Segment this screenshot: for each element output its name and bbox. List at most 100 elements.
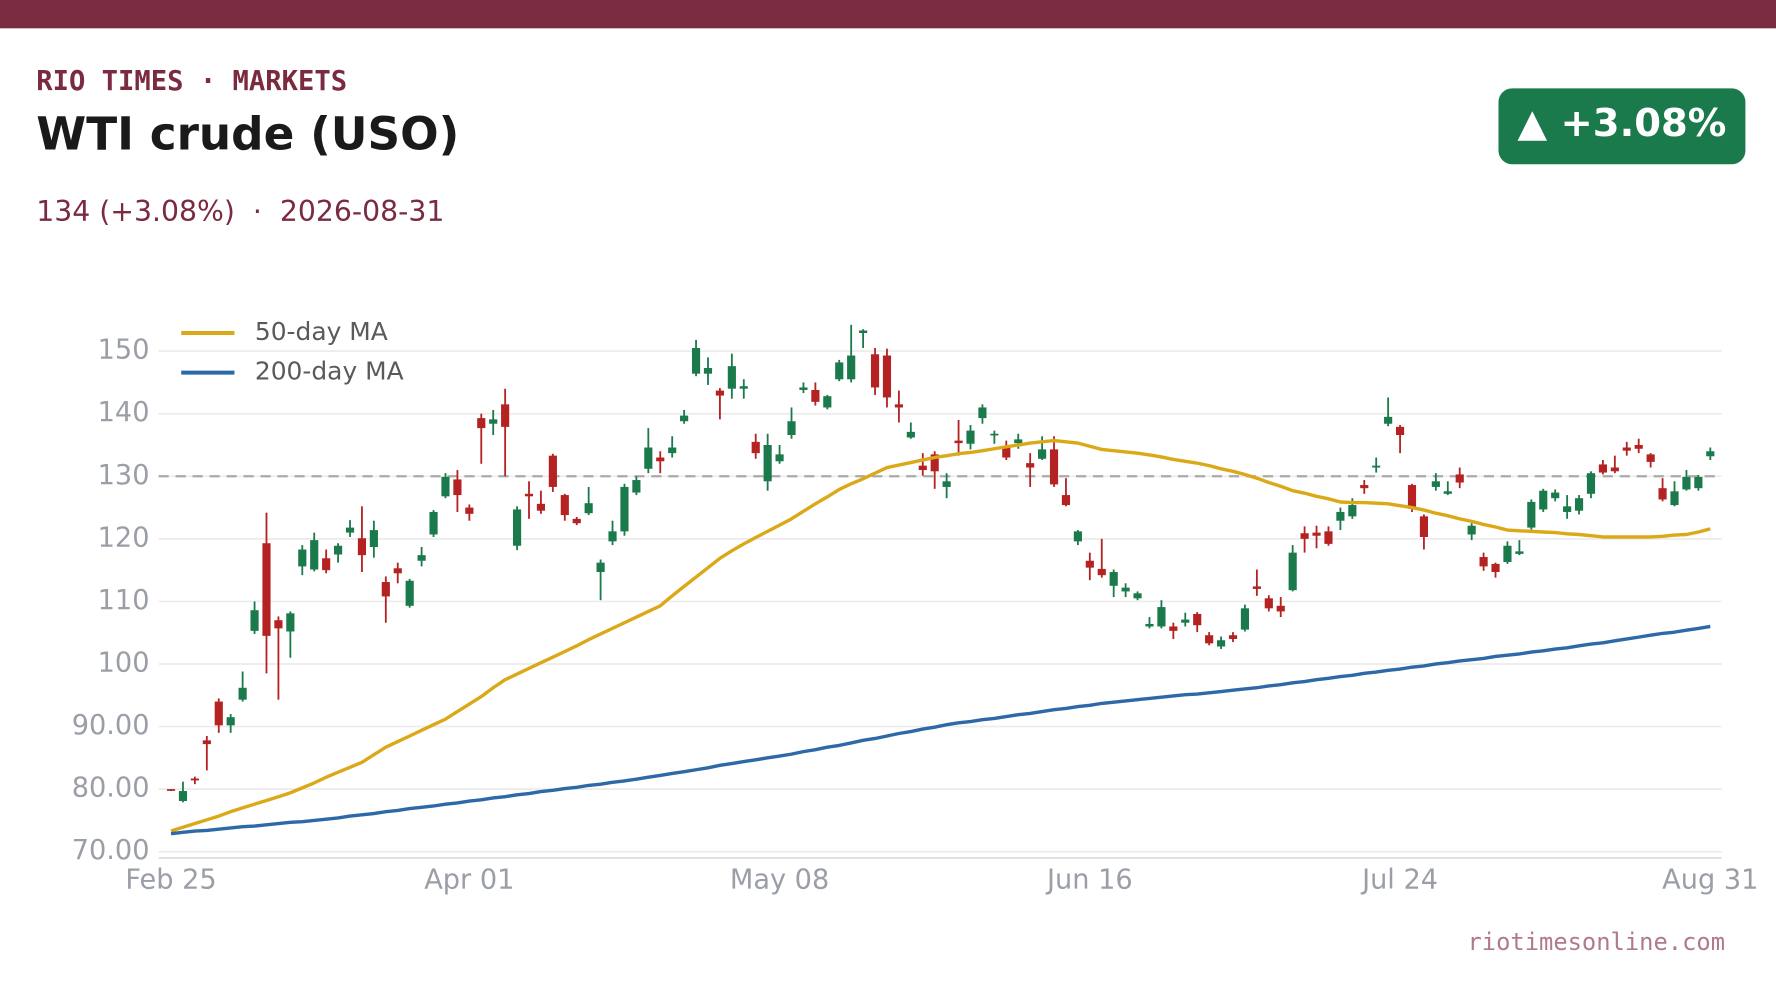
candle-body (1049, 449, 1059, 485)
candle-body (417, 555, 426, 561)
candle-body (1384, 416, 1393, 424)
candle-body (1193, 613, 1202, 626)
candle-body (453, 479, 462, 496)
candle-body (262, 543, 271, 636)
candle-body (357, 538, 367, 556)
candle-body (1443, 491, 1452, 494)
legend-label: 50-day MA (255, 317, 388, 346)
candle-body (1563, 506, 1572, 512)
candle-body (1682, 476, 1691, 490)
candle-body (954, 440, 963, 444)
candle-body (1551, 492, 1560, 499)
candle-body (1288, 552, 1297, 591)
candle-body (1395, 426, 1405, 435)
candle-body (1014, 439, 1023, 444)
candle-body (918, 465, 927, 471)
candle-body (536, 503, 546, 511)
candle-body (465, 507, 474, 514)
candle-body (1622, 447, 1631, 451)
candle-body (1169, 626, 1178, 631)
candle-body (787, 421, 796, 435)
candle-body (1515, 551, 1524, 554)
y-tick-label: 150 (98, 335, 150, 366)
chart-title: WTI crude (USO) (36, 108, 459, 161)
candle-body (1217, 640, 1226, 647)
candle-body (632, 480, 641, 493)
candle-body (906, 431, 915, 438)
candle-body (1276, 605, 1285, 612)
candle-body (870, 354, 880, 388)
y-tick-label: 120 (98, 522, 150, 553)
candle-body (524, 493, 534, 497)
candle-body (1002, 446, 1011, 458)
candle-body (656, 457, 665, 462)
candle-body (1407, 485, 1417, 509)
candle-body (477, 418, 486, 429)
ma-line (170, 624, 1711, 836)
kicker: RIO TIMES · MARKETS (36, 66, 347, 97)
candle-body (1026, 463, 1035, 468)
x-tick-label: Apr 01 (424, 865, 514, 896)
candle-body (1467, 525, 1476, 535)
candle-body (763, 445, 772, 482)
candle-body (166, 789, 176, 791)
candle-body (1157, 607, 1166, 627)
candle-body (286, 613, 295, 632)
x-tick-label: Feb 25 (125, 865, 216, 896)
candle-body (548, 455, 557, 487)
candle-body (1539, 490, 1548, 510)
candle-body (1205, 635, 1214, 644)
candle-body (1038, 449, 1047, 459)
candle-body (644, 447, 653, 469)
candle-body (1598, 464, 1607, 473)
candle-body (1240, 608, 1250, 630)
y-tick-label: 130 (98, 460, 150, 491)
candle-body (775, 454, 784, 462)
candle-body (501, 404, 510, 427)
candle-body (596, 562, 605, 573)
candle-body (1324, 531, 1333, 544)
candle-body (668, 447, 677, 454)
candle-body (310, 540, 319, 570)
candle-body (405, 580, 414, 606)
candle-body (966, 430, 975, 444)
candle-body (1264, 598, 1273, 609)
candle-body (489, 419, 498, 424)
candle-body (894, 404, 903, 408)
candle-body (942, 481, 951, 487)
candle-body (1527, 501, 1536, 528)
candle-body (214, 701, 223, 726)
candle-body (882, 355, 892, 398)
candle-body (1646, 454, 1655, 462)
candle-body (560, 495, 569, 516)
candle-body (978, 407, 987, 419)
candle-body (1085, 560, 1094, 568)
candle-body (608, 531, 617, 542)
candle-body (1109, 572, 1118, 586)
candle-body (1073, 531, 1082, 542)
candle-body (703, 368, 713, 374)
candle-body (1610, 467, 1619, 472)
candle-body (1634, 445, 1643, 449)
candle-body (250, 610, 259, 631)
candle-body (345, 527, 355, 533)
candle-body (930, 454, 939, 472)
candle-body (990, 433, 999, 436)
candle-body (274, 620, 283, 629)
candle-body (1586, 473, 1596, 494)
candle-body (202, 740, 211, 745)
footer: riotimesonline.com (1467, 928, 1725, 956)
candle-body (620, 486, 629, 532)
candle-body (799, 387, 808, 390)
candle-body (1706, 451, 1715, 457)
candle-body (751, 441, 760, 454)
candle-body (1145, 623, 1154, 627)
badge-text: ▲ +3.08% (1518, 101, 1727, 146)
candle-body (1658, 488, 1667, 500)
y-tick-label: 140 (98, 397, 150, 428)
candle-body (811, 389, 820, 402)
candle-body (1431, 481, 1440, 487)
candle-body (1455, 474, 1464, 483)
candle-body (1133, 593, 1142, 599)
